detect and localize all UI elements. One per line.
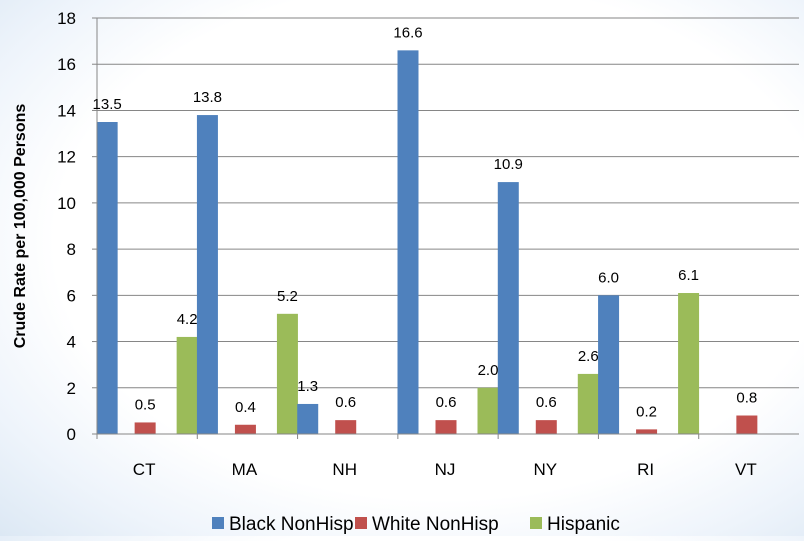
y-tick-label: 6	[67, 286, 76, 305]
y-tick-label: 8	[67, 240, 76, 259]
data-label: 1.3	[297, 378, 318, 395]
x-tick-label: NJ	[435, 460, 456, 479]
bar	[736, 415, 758, 434]
legend-label: Black NonHisp	[229, 514, 354, 535]
y-tick-label: 2	[67, 379, 76, 398]
y-tick-label: 18	[57, 9, 76, 28]
data-label: 0.2	[636, 403, 657, 420]
data-label: 5.2	[277, 288, 298, 305]
x-tick-label: NH	[332, 460, 357, 479]
bar	[497, 182, 519, 434]
data-label: 0.5	[135, 396, 156, 413]
data-label: 0.6	[436, 394, 457, 411]
legend-item: Black NonHisp	[212, 514, 354, 535]
y-axis-title: Crude Rate per 100,000 Persons	[12, 104, 29, 349]
data-label: 13.5	[93, 96, 122, 113]
bar	[577, 373, 599, 434]
data-label: 0.4	[235, 399, 256, 416]
x-tick-label: MA	[232, 460, 258, 479]
data-label: 0.6	[335, 394, 356, 411]
data-label: 4.2	[177, 311, 198, 328]
data-label: 2.0	[478, 362, 499, 379]
bar	[598, 295, 620, 434]
x-tick-label: CT	[133, 460, 156, 479]
data-label: 2.6	[578, 348, 599, 365]
legend-item: White NonHisp	[355, 514, 499, 535]
x-tick-label: RI	[637, 460, 654, 479]
bar	[196, 115, 218, 435]
bar	[435, 420, 457, 434]
data-label: 16.6	[393, 24, 422, 41]
x-tick-label: NY	[533, 460, 557, 479]
bar	[335, 420, 357, 434]
bar	[234, 424, 256, 434]
bar	[636, 429, 658, 434]
y-tick-label: 16	[57, 55, 76, 74]
bar	[96, 122, 118, 434]
legend-item: Hispanic	[530, 514, 620, 535]
bar	[397, 50, 419, 434]
legend-swatch	[530, 517, 542, 529]
bar	[678, 293, 700, 434]
y-tick-label: 14	[57, 101, 76, 120]
legend-label: Hispanic	[547, 514, 620, 535]
data-label: 6.1	[678, 267, 699, 284]
data-label: 10.9	[494, 156, 523, 173]
legend-label: White NonHisp	[372, 514, 499, 535]
bar	[477, 387, 499, 434]
y-tick-label: 10	[57, 194, 76, 213]
legend-swatch	[212, 517, 224, 529]
bar	[276, 313, 298, 434]
data-label: 0.6	[536, 394, 557, 411]
bar	[297, 403, 319, 434]
bar	[134, 422, 156, 434]
y-tick-label: 12	[57, 148, 76, 167]
data-label: 0.8	[736, 390, 757, 407]
data-label: 13.8	[193, 89, 222, 106]
y-tick-label: 4	[67, 333, 76, 352]
bar	[176, 336, 198, 434]
x-tick-label: VT	[735, 460, 757, 479]
y-tick-label: 0	[67, 425, 76, 444]
data-label: 6.0	[598, 269, 619, 286]
bar	[535, 420, 557, 434]
legend-swatch	[355, 517, 367, 529]
